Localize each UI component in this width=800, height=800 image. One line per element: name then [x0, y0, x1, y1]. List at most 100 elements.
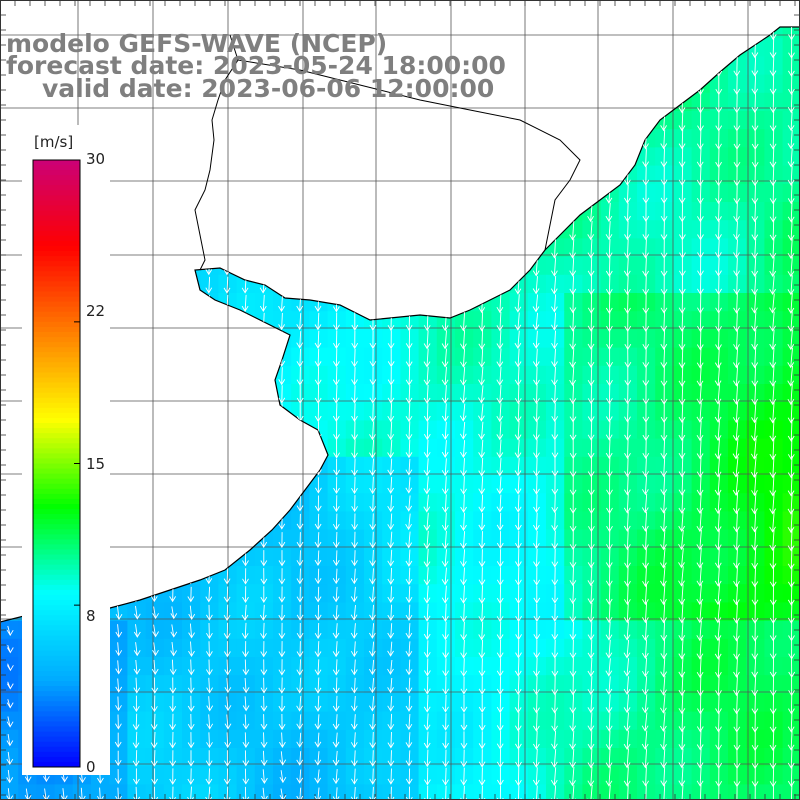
wind-vector	[624, 202, 631, 222]
wind-cell	[564, 183, 583, 203]
wind-cell	[273, 202, 292, 221]
wind-cell	[145, 493, 165, 512]
wind-vector	[369, 604, 376, 621]
wind-cell	[182, 293, 201, 312]
wind-vector	[678, 383, 686, 405]
wind-vector	[5, 550, 13, 567]
wind-vector	[259, 204, 267, 221]
wind-vector	[168, 514, 176, 530]
wind-cell	[418, 129, 438, 148]
wind-vector	[442, 148, 449, 168]
wind-cell	[127, 784, 147, 800]
wind-vector	[170, 606, 178, 620]
colorbar-band	[33, 529, 80, 535]
wind-vector	[405, 549, 413, 567]
wind-vector	[150, 731, 158, 749]
wind-vector	[205, 477, 213, 494]
wind-vector	[696, 711, 704, 733]
wind-vector	[260, 659, 268, 676]
wind-vector	[533, 366, 540, 386]
wind-vector	[187, 459, 194, 475]
border-line	[237, 59, 581, 251]
wind-vector	[587, 712, 595, 732]
wind-vector	[242, 568, 249, 585]
wind-vector	[351, 439, 358, 459]
wind-vector	[387, 203, 395, 222]
wind-vector	[733, 239, 740, 259]
wind-vector	[787, 729, 795, 751]
wind-vector	[696, 147, 704, 168]
wind-vector	[387, 184, 395, 204]
wind-vector	[642, 766, 649, 787]
wind-vector	[206, 696, 214, 712]
wind-vector	[405, 458, 413, 476]
colorbar-band	[33, 205, 80, 212]
wind-cell	[527, 111, 547, 130]
wind-cell	[455, 256, 474, 276]
colorbar-band	[33, 675, 80, 682]
wind-vector	[533, 694, 540, 714]
wind-cell	[600, 27, 620, 39]
wind-vector	[224, 750, 231, 767]
wind-vector	[260, 367, 267, 385]
wind-vector	[533, 585, 541, 604]
wind-vector	[787, 784, 795, 800]
wind-vector	[660, 347, 668, 369]
wind-vector	[114, 404, 122, 421]
wind-vector	[605, 676, 613, 695]
wind-vector	[587, 75, 595, 95]
wind-cell	[400, 220, 420, 239]
wind-cell	[109, 256, 128, 276]
wind-vector	[514, 366, 522, 386]
wind-cell	[436, 27, 456, 39]
wind-vector	[241, 149, 249, 167]
colorbar-band	[33, 640, 80, 647]
wind-cell	[127, 311, 147, 330]
wind-vector	[533, 603, 541, 622]
wind-vector	[296, 513, 304, 530]
wind-vector	[332, 403, 340, 422]
wind-vector	[369, 768, 377, 785]
wind-vector	[624, 565, 631, 587]
wind-vector	[496, 166, 504, 186]
wind-vector	[423, 330, 431, 350]
wind-vector	[496, 439, 504, 459]
wind-vector	[260, 403, 267, 422]
wind-vector	[260, 568, 268, 585]
wind-vector	[97, 787, 104, 800]
wind-cell	[236, 402, 256, 421]
wind-vector	[423, 130, 431, 149]
wind-vector	[515, 730, 522, 750]
wind-vector	[296, 222, 304, 240]
colorbar-band	[33, 240, 80, 247]
wind-vector	[114, 422, 122, 439]
wind-cell	[509, 220, 529, 239]
wind-vector	[769, 129, 777, 150]
wind-cell	[236, 165, 256, 185]
wind-cell	[546, 27, 565, 39]
wind-vector	[242, 641, 249, 658]
wind-vector	[623, 676, 631, 695]
wind-cell	[728, 38, 747, 57]
wind-vector	[150, 277, 158, 294]
wind-vector	[241, 312, 249, 331]
wind-vector	[369, 185, 377, 204]
wind-vector	[423, 366, 431, 386]
wind-vector	[569, 293, 577, 314]
wind-vector	[551, 530, 559, 550]
wind-vector	[133, 624, 141, 638]
wind-cell	[564, 165, 583, 185]
wind-vector	[696, 566, 704, 587]
wind-vector	[314, 622, 322, 640]
wind-cell	[0, 529, 19, 549]
wind-vector	[369, 696, 376, 712]
wind-vector	[296, 385, 304, 404]
wind-vector	[260, 641, 268, 658]
wind-vector	[678, 38, 686, 59]
wind-vector	[514, 658, 522, 677]
wind-cell	[600, 111, 620, 130]
wind-vector	[441, 476, 449, 495]
wind-vector	[5, 532, 13, 549]
wind-vector	[114, 112, 122, 131]
colorbar-band	[33, 160, 80, 166]
